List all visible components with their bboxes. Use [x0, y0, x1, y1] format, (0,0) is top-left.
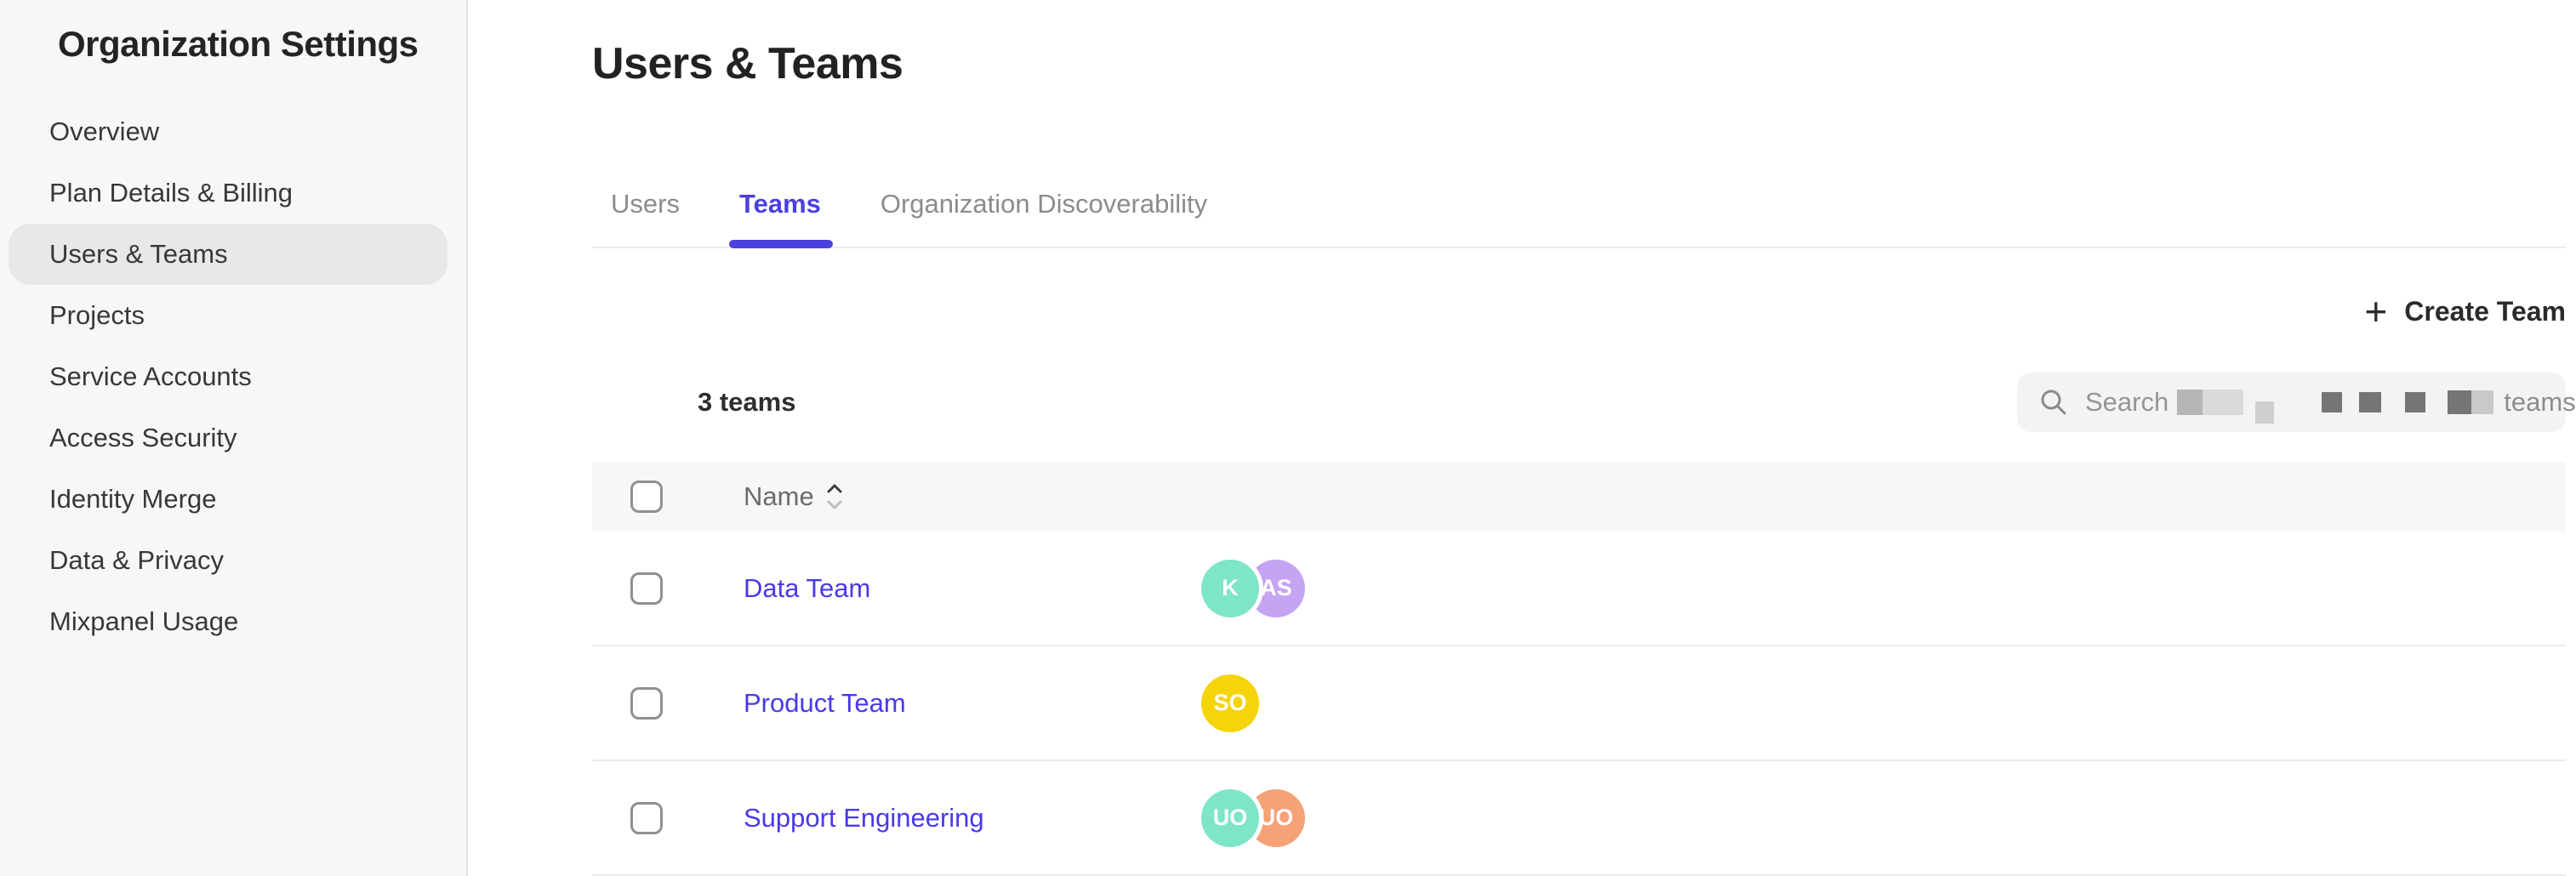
page-title: Users & Teams [592, 39, 903, 88]
create-team-button[interactable]: + Create Team [2364, 289, 2566, 333]
search-input[interactable]: Search teams [2017, 373, 2576, 432]
sidebar-item-data-privacy[interactable]: Data & Privacy [49, 545, 225, 575]
team-count: 3 teams [698, 387, 796, 417]
plus-icon: + [2364, 289, 2388, 333]
sidebar-item-identity-merge[interactable]: Identity Merge [49, 484, 217, 514]
sidebar-item-overview[interactable]: Overview [49, 117, 160, 146]
sidebar-item-service-accounts[interactable]: Service Accounts [49, 361, 252, 391]
redacted-text-block [2359, 392, 2382, 412]
sidebar-item-projects[interactable]: Projects [49, 300, 145, 330]
search-placeholder-suffix: teams [2504, 387, 2576, 417]
search-placeholder-prefix: Search [2085, 387, 2169, 417]
redacted-text-block [2405, 392, 2426, 412]
redacted-text-block [2255, 401, 2275, 424]
sidebar-nav: Overview Plan Details & Billing Users & … [0, 101, 466, 652]
tab-users[interactable]: Users [611, 189, 680, 219]
tab-teams[interactable]: Teams [728, 191, 833, 248]
sidebar-item-mixpanel-usage[interactable]: Mixpanel Usage [49, 606, 239, 636]
table-row: Data Team K AS [592, 532, 2566, 646]
sidebar-title: Organization Settings [58, 24, 419, 64]
avatar-stack: UO UO [1201, 788, 1305, 847]
team-link-data-team[interactable]: Data Team [744, 572, 871, 603]
create-team-row: + Create Team [592, 287, 2566, 335]
main-content: Users & Teams Users Teams Organization D… [468, 0, 2576, 876]
redacted-text-block [2203, 390, 2244, 415]
avatar-stack: K AS [1201, 559, 1305, 617]
row-checkbox[interactable] [630, 686, 663, 720]
search-icon [2041, 390, 2066, 415]
row-checkbox[interactable] [630, 572, 663, 605]
redacted-text-block [2322, 392, 2343, 412]
select-all-checkbox[interactable] [630, 481, 663, 513]
table-row: Support Engineering UO UO [592, 761, 2566, 876]
team-link-support-engineering[interactable]: Support Engineering [744, 802, 984, 833]
sidebar: Organization Settings Overview Plan Deta… [0, 0, 468, 876]
sidebar-item-users-teams[interactable]: Users & Teams [9, 224, 447, 285]
redacted-text-block [2448, 390, 2472, 414]
column-header-name[interactable]: Name [744, 481, 1201, 512]
avatar-stack: SO [1201, 674, 1259, 732]
column-header-name-label: Name [744, 481, 814, 511]
sidebar-item-access-security[interactable]: Access Security [49, 423, 237, 452]
teams-toolbar: 3 teams Search teams [592, 373, 2576, 432]
tab-bar: Users Teams Organization Discoverability [592, 191, 2566, 248]
table-header-row: Name [592, 462, 2566, 532]
redacted-text-block [2177, 390, 2203, 415]
sidebar-item-plan-details-billing[interactable]: Plan Details & Billing [49, 178, 294, 208]
teams-table: Name Data Team K AS [592, 462, 2566, 876]
create-team-label: Create Team [2404, 295, 2566, 327]
team-link-product-team[interactable]: Product Team [744, 687, 906, 718]
tab-organization-discoverability[interactable]: Organization Discoverability [880, 189, 1208, 219]
sort-icon [827, 484, 842, 509]
row-checkbox[interactable] [630, 801, 663, 834]
avatar: SO [1201, 674, 1259, 732]
redacted-text-block [2471, 390, 2494, 414]
avatar: UO [1201, 788, 1259, 847]
avatar: K [1201, 559, 1259, 617]
table-row: Product Team SO [592, 646, 2566, 761]
